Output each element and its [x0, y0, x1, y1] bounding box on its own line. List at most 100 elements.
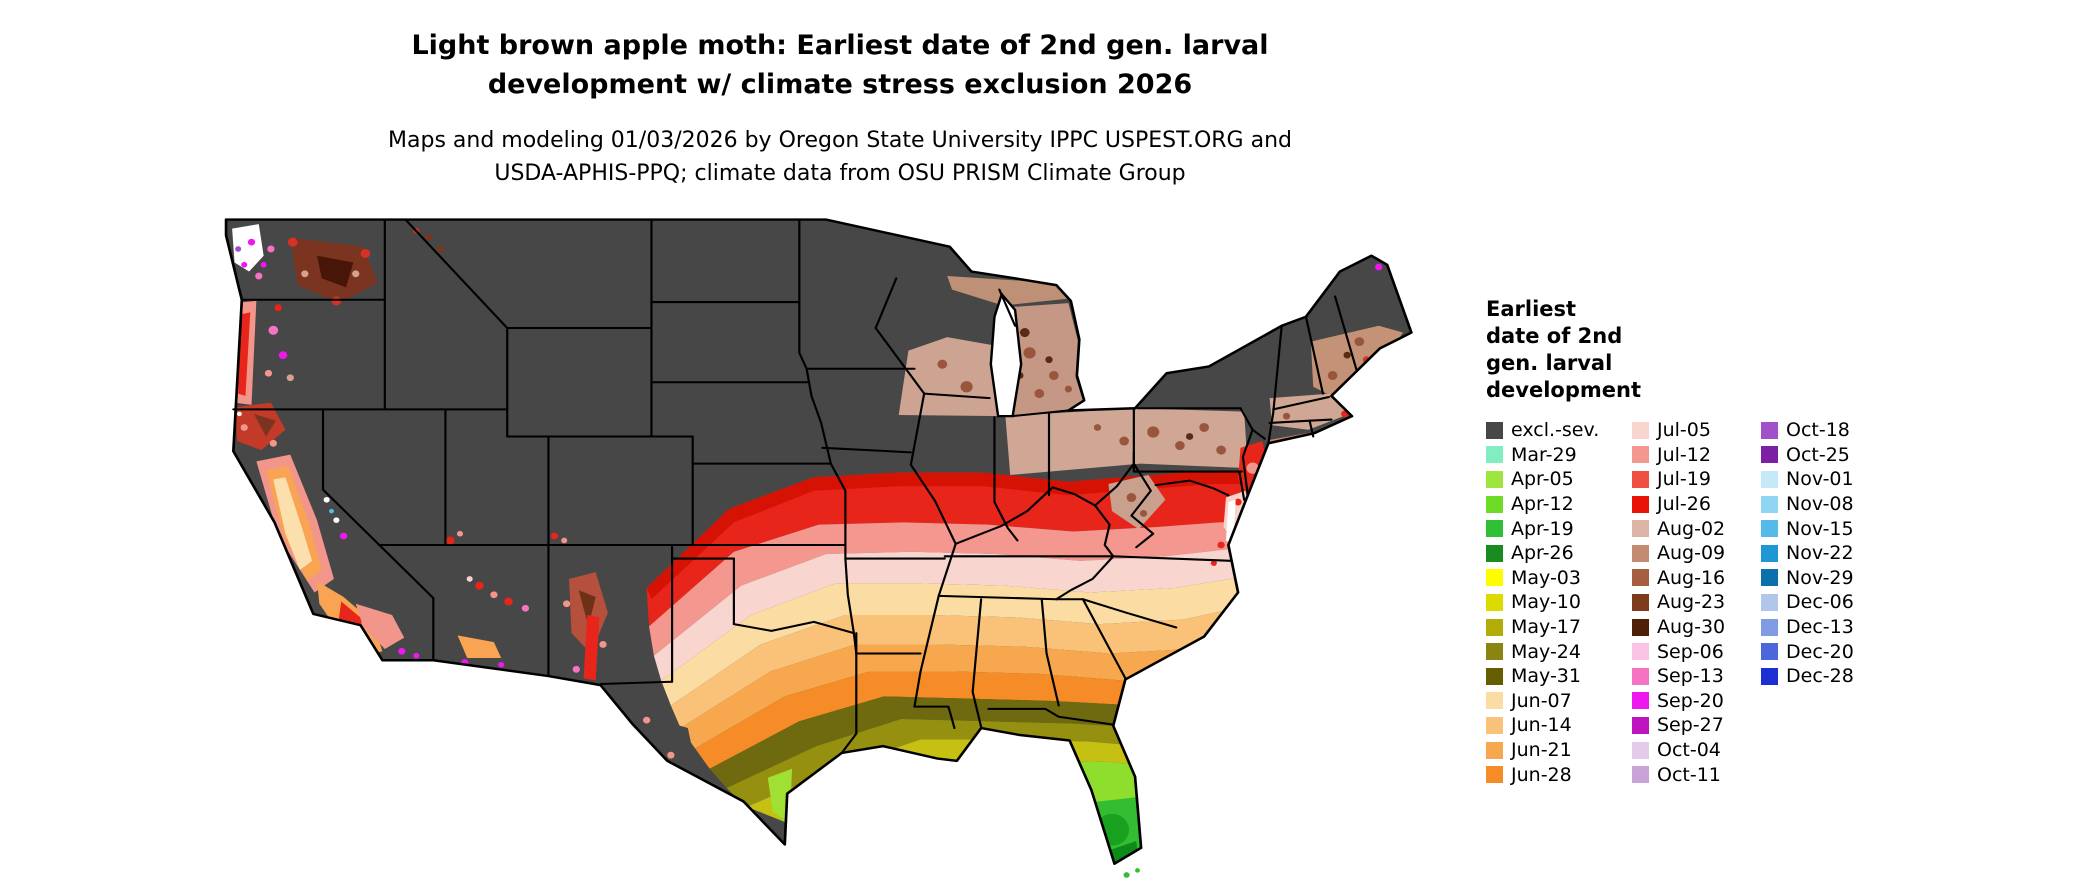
legend-swatch	[1486, 741, 1503, 759]
legend-swatch	[1632, 716, 1649, 734]
legend-label: Apr-12	[1511, 493, 1574, 516]
legend-title-line3: gen. larval	[1486, 351, 1613, 375]
legend-entry: Oct-11	[1632, 762, 1761, 787]
map-subtitle: Maps and modeling 01/03/2026 by Oregon S…	[0, 124, 1680, 190]
legend-swatch	[1761, 520, 1778, 538]
header: Light brown apple moth: Earliest date of…	[0, 26, 1680, 190]
legend-label: Oct-18	[1786, 419, 1850, 442]
legend-entry: Aug-30	[1632, 615, 1761, 640]
legend-label: Jun-21	[1511, 739, 1572, 762]
legend-column-2: Jul-05 Jul-12 Jul-19 Jul-26 Aug-02 Aug-09 Aug-…	[1632, 418, 1761, 787]
legend-columns: excl.-sev. Mar-29 Apr-05 Apr-12 Apr-19 Apr-26…	[1486, 418, 1926, 787]
legend-swatch	[1632, 544, 1649, 562]
legend-entry: Sep-27	[1632, 713, 1761, 738]
legend-swatch	[1486, 618, 1503, 636]
legend-label: Jun-28	[1511, 763, 1572, 786]
legend-entry: Jul-05	[1632, 418, 1761, 443]
legend-swatch	[1486, 544, 1503, 562]
legend-entry: Oct-18	[1761, 418, 1903, 443]
legend-label: Aug-16	[1657, 566, 1726, 589]
legend-entry: Apr-19	[1486, 516, 1632, 541]
legend-entry: Mar-29	[1486, 443, 1632, 468]
legend-label: Sep-27	[1657, 714, 1724, 737]
legend-entry: Apr-05	[1486, 467, 1632, 492]
legend-label: Oct-04	[1657, 739, 1721, 762]
legend-entry: Nov-15	[1761, 516, 1903, 541]
map-state-borders	[232, 218, 1358, 754]
legend-title-line2: date of 2nd	[1486, 324, 1623, 348]
legend-title-line4: development	[1486, 378, 1641, 402]
legend-swatch	[1761, 593, 1778, 611]
legend-label: Jul-26	[1657, 493, 1711, 516]
legend-swatch	[1486, 643, 1503, 661]
legend-swatch	[1761, 421, 1778, 439]
legend-entry: May-17	[1486, 615, 1632, 640]
legend-swatch	[1486, 692, 1503, 710]
legend-label: Nov-29	[1786, 566, 1854, 589]
us-map-svg	[224, 218, 1413, 878]
legend-label: May-10	[1511, 591, 1581, 614]
legend-swatch	[1486, 716, 1503, 734]
legend-label: Nov-01	[1786, 468, 1854, 491]
legend-label: Apr-05	[1511, 468, 1574, 491]
map-title-line2: development w/ climate stress exclusion …	[487, 69, 1193, 100]
legend-label: Mar-29	[1511, 443, 1577, 466]
map-title: Light brown apple moth: Earliest date of…	[0, 26, 1680, 104]
legend-column-1: excl.-sev. Mar-29 Apr-05 Apr-12 Apr-19 Apr-26…	[1486, 418, 1632, 787]
legend-label: Oct-25	[1786, 443, 1850, 466]
legend-swatch	[1632, 643, 1649, 661]
legend-swatch	[1761, 544, 1778, 562]
legend-entry: Sep-13	[1632, 664, 1761, 689]
legend-entry: Apr-26	[1486, 541, 1632, 566]
legend-entry: Aug-16	[1632, 566, 1761, 591]
legend-entry: Oct-04	[1632, 738, 1761, 763]
legend-swatch	[1632, 766, 1649, 784]
legend-label: Dec-06	[1786, 591, 1854, 614]
legend-label: Aug-23	[1657, 591, 1726, 614]
legend-label: Aug-09	[1657, 542, 1726, 565]
legend-swatch	[1761, 643, 1778, 661]
legend-swatch	[1486, 470, 1503, 488]
legend-swatch	[1486, 495, 1503, 513]
legend-swatch	[1761, 495, 1778, 513]
legend-label: Nov-22	[1786, 542, 1854, 565]
map-florida-keys	[1123, 868, 1140, 878]
legend-swatch	[1632, 520, 1649, 538]
legend-swatch	[1632, 569, 1649, 587]
map-subtitle-line1: Maps and modeling 01/03/2026 by Oregon S…	[388, 128, 1292, 153]
legend-label: Apr-19	[1511, 517, 1574, 540]
legend-swatch	[1761, 446, 1778, 464]
legend-entry: Dec-20	[1761, 639, 1903, 664]
legend-label: Oct-11	[1657, 763, 1721, 786]
legend-entry: Nov-29	[1761, 566, 1903, 591]
legend-swatch	[1761, 470, 1778, 488]
legend-entry: Apr-12	[1486, 492, 1632, 517]
legend-entry: Jun-21	[1486, 738, 1632, 763]
legend-label: Sep-20	[1657, 689, 1724, 712]
map-title-line1: Light brown apple moth: Earliest date of…	[411, 30, 1269, 61]
legend-swatch	[1486, 446, 1503, 464]
legend-label: Aug-30	[1657, 616, 1726, 639]
legend-swatch	[1761, 618, 1778, 636]
legend-swatch	[1486, 593, 1503, 611]
legend-title: Earliest date of 2nd gen. larval develop…	[1486, 296, 1926, 404]
legend-entry: Nov-01	[1761, 467, 1903, 492]
legend-swatch	[1632, 421, 1649, 439]
legend-label: Jun-07	[1511, 689, 1572, 712]
legend-swatch	[1761, 569, 1778, 587]
legend-swatch	[1632, 618, 1649, 636]
legend-label: Jul-12	[1657, 443, 1711, 466]
legend-label: Aug-02	[1657, 517, 1726, 540]
legend: Earliest date of 2nd gen. larval develop…	[1486, 296, 1926, 787]
legend-label: Jun-14	[1511, 714, 1572, 737]
legend-swatch	[1761, 667, 1778, 685]
legend-entry: Sep-06	[1632, 639, 1761, 664]
us-map	[220, 206, 1432, 884]
legend-swatch	[1632, 446, 1649, 464]
legend-entry: Dec-28	[1761, 664, 1903, 689]
legend-entry: Oct-25	[1761, 443, 1903, 468]
legend-entry: Jun-14	[1486, 713, 1632, 738]
legend-swatch	[1486, 569, 1503, 587]
legend-label: excl.-sev.	[1511, 419, 1600, 442]
legend-label: Nov-15	[1786, 517, 1854, 540]
